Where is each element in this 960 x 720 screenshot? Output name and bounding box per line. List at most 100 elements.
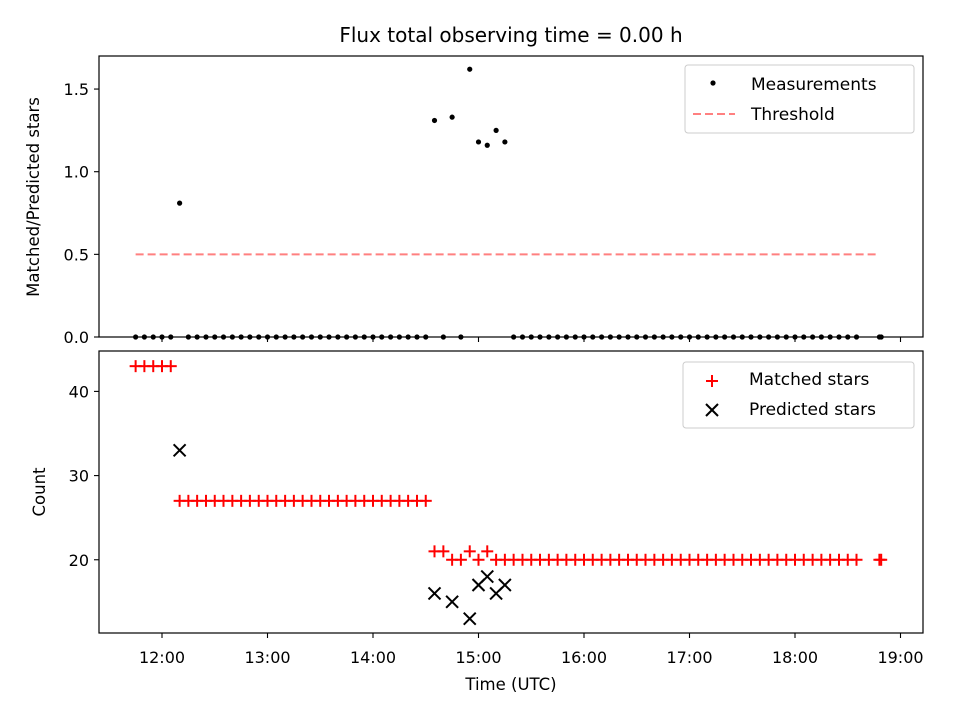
measurements-point bbox=[634, 334, 640, 340]
legend-threshold-label: Threshold bbox=[750, 105, 835, 125]
measurements-point bbox=[616, 334, 622, 340]
measurements-point bbox=[247, 334, 253, 340]
matched-stars-point bbox=[472, 553, 485, 566]
measurements-point bbox=[282, 334, 288, 340]
measurements-point bbox=[273, 334, 279, 340]
measurements-point bbox=[581, 334, 587, 340]
ratio-y-axis-label: Matched/Predicted stars bbox=[24, 97, 43, 297]
legend-measurements-marker bbox=[710, 80, 716, 86]
counts-axes-frame bbox=[98, 350, 924, 634]
measurements-point bbox=[344, 334, 350, 340]
measurements-point bbox=[878, 334, 884, 340]
measurements-point bbox=[502, 139, 508, 145]
x-tick-label: 12:00 bbox=[139, 648, 185, 667]
measurements-point bbox=[194, 334, 200, 340]
measurements-point bbox=[300, 334, 306, 340]
measurements-point bbox=[678, 334, 684, 340]
measurements-point bbox=[766, 334, 772, 340]
counts-y-axis-label: Count bbox=[30, 467, 49, 517]
measurements-point bbox=[818, 334, 824, 340]
measurements-point bbox=[405, 334, 411, 340]
legend-matched-label: Matched stars bbox=[749, 370, 869, 390]
x-tick-label: 16:00 bbox=[561, 648, 607, 667]
measurements-point bbox=[810, 334, 816, 340]
measurements-point bbox=[423, 334, 429, 340]
measurements-point bbox=[475, 139, 482, 145]
measurements-point bbox=[519, 334, 526, 340]
counts-panel: 20 30 40 Count Matched stars Predicted sta… bbox=[30, 350, 924, 638]
measurements-point bbox=[730, 334, 737, 340]
measurements-point bbox=[836, 334, 842, 340]
ratio-y-tick-label: 0.5 bbox=[64, 245, 89, 264]
matched-stars-point bbox=[419, 494, 432, 507]
measurements-point bbox=[185, 334, 191, 340]
measurements-point bbox=[660, 334, 666, 340]
measurements-point bbox=[695, 334, 701, 340]
measurements-point bbox=[291, 334, 297, 340]
legend-matched-marker bbox=[706, 375, 718, 387]
predicted-stars-point bbox=[427, 586, 442, 601]
measurements-point bbox=[590, 334, 596, 340]
measurements-point bbox=[440, 334, 446, 340]
measurements-point bbox=[326, 334, 332, 340]
measurements-point bbox=[845, 334, 851, 340]
counts-y-tick-label: 40 bbox=[69, 382, 89, 401]
x-tick-label: 15:00 bbox=[455, 648, 501, 667]
counts-y-tick-label: 20 bbox=[69, 551, 89, 570]
measurements-point bbox=[388, 334, 394, 340]
measurements-point bbox=[563, 334, 569, 340]
matched-stars-point bbox=[463, 545, 476, 558]
measurements-point bbox=[783, 334, 789, 340]
measurements-point bbox=[827, 334, 833, 340]
measurements-point bbox=[361, 334, 367, 340]
measurements-point bbox=[493, 127, 499, 133]
legend-predicted-label: Predicted stars bbox=[749, 400, 876, 420]
measurements-point bbox=[511, 334, 517, 340]
counts-legend-box bbox=[682, 361, 915, 429]
ratio-legend-box bbox=[684, 64, 915, 134]
measurements-point bbox=[229, 334, 235, 340]
ratio-y-tick-label: 1.5 bbox=[64, 80, 89, 99]
matched-stars-point bbox=[481, 545, 494, 558]
measurements-point bbox=[458, 334, 464, 340]
measurements-point bbox=[537, 334, 543, 340]
measurements-point bbox=[212, 334, 218, 340]
measurements-point bbox=[256, 334, 262, 340]
measurements-point bbox=[669, 334, 675, 340]
measurements-point bbox=[352, 334, 358, 340]
measurements-point bbox=[370, 334, 376, 340]
measurements-point bbox=[801, 334, 807, 340]
x-tick-label: 14:00 bbox=[350, 648, 396, 667]
measurements-point bbox=[414, 334, 420, 340]
legend-predicted-marker bbox=[705, 403, 719, 417]
ratio-panel: 0.0 0.5 1.0 1.5 Matched/Predicted stars Mea… bbox=[24, 55, 924, 347]
measurements-point bbox=[713, 334, 719, 340]
measurements-point bbox=[686, 334, 693, 340]
measurements-point bbox=[238, 334, 244, 340]
measurements-point bbox=[141, 334, 147, 340]
predicted-stars-point bbox=[498, 578, 512, 592]
measurements-point bbox=[264, 334, 271, 340]
x-tick-label: 13:00 bbox=[244, 648, 290, 667]
measurements-point bbox=[546, 334, 552, 340]
measurements-point bbox=[150, 334, 156, 340]
measurements-point bbox=[607, 334, 613, 340]
measurements-point bbox=[317, 334, 323, 340]
measurements-point bbox=[853, 334, 860, 340]
measurements-point bbox=[159, 334, 165, 340]
measurements-point bbox=[739, 334, 745, 340]
matched-stars-point bbox=[164, 360, 177, 373]
counts-y-tick-label: 30 bbox=[69, 467, 89, 486]
measurements-point bbox=[220, 334, 227, 340]
x-axis-label: Time (UTC) bbox=[464, 675, 556, 694]
measurements-point bbox=[133, 334, 139, 340]
measurements-point bbox=[651, 334, 657, 340]
measurements-point bbox=[704, 334, 710, 340]
x-tick-label: 17:00 bbox=[666, 648, 712, 667]
predicted-stars-point bbox=[445, 595, 459, 609]
predicted-stars-point bbox=[463, 611, 477, 626]
counts-legend: Matched stars Predicted stars bbox=[682, 361, 915, 429]
measurements-point bbox=[449, 114, 455, 120]
measurements-point bbox=[396, 334, 402, 340]
